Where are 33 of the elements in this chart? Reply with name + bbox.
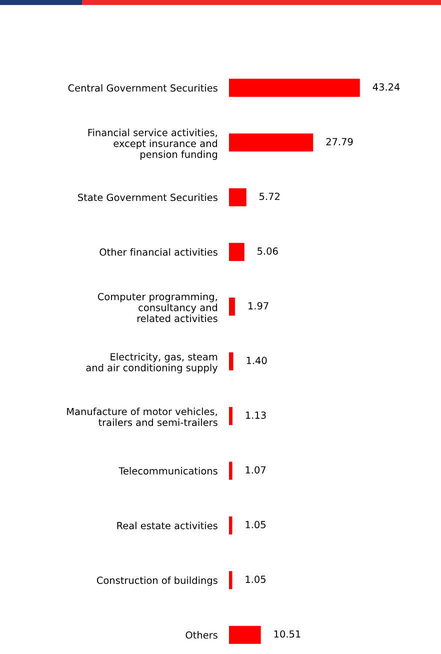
bar: [229, 298, 235, 316]
data-label: 10.51: [274, 630, 300, 638]
data-label: 1.97: [248, 302, 268, 310]
bar: [229, 188, 246, 206]
y-tick-label: Construction of buildings: [96, 576, 218, 586]
y-tick-label: Other financial activities: [100, 248, 218, 256]
data-label: 27.79: [326, 138, 353, 146]
data-label: 5.06: [258, 247, 278, 255]
bar: [229, 626, 261, 644]
data-label: 1.05: [246, 520, 266, 528]
y-tick-label: Manufacture of motor vehicles, trailers and semi-trailers: [67, 408, 218, 426]
y-tick-label: State Government Securities: [78, 194, 218, 202]
y-tick-label: Others: [186, 631, 218, 639]
data-label: 43.24: [372, 83, 400, 91]
y-tick-label: Central Government Securities: [68, 84, 218, 92]
bar: [229, 352, 234, 370]
y-tick-label: Computer programming, consultancy and related activities: [98, 292, 218, 322]
data-label: 5.72: [260, 192, 280, 200]
data-label: 1.40: [246, 356, 267, 364]
bar: [229, 133, 314, 152]
data-label: 1.05: [246, 576, 266, 583]
bar: [229, 571, 232, 590]
bar: [229, 242, 244, 261]
bar: [229, 407, 232, 426]
y-tick-label: Telecommunications: [118, 467, 218, 475]
y-tick-label: Electricity, gas, steam and air conditioning supply: [86, 352, 218, 374]
bar: [229, 516, 232, 534]
bar: [229, 462, 232, 480]
y-tick-label: Financial service activities, except insurance and pension funding: [88, 128, 218, 160]
y-tick-label: Real estate activities: [117, 522, 218, 530]
data-label: 1.13: [246, 412, 266, 419]
data-label: 1.07: [246, 466, 266, 474]
bar: [229, 78, 360, 97]
